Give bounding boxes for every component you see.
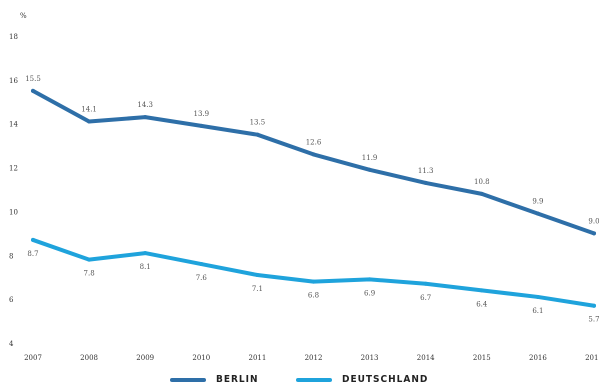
data-point [423, 180, 428, 185]
data-point [479, 191, 484, 196]
data-point [31, 88, 35, 93]
data-point [311, 279, 316, 284]
data-label: 11.9 [362, 154, 378, 162]
data-label: 8.1 [140, 263, 151, 271]
line-chart: % 18 16 14 12 10 8 6 4 2007 2008 2009 2010 2011 2012 20… [9, 12, 599, 362]
data-label: 12.6 [306, 138, 322, 146]
data-label: 14.1 [81, 106, 97, 114]
x-tick-label: 2017 [585, 354, 599, 362]
legend-item-berlin: BERLIN [170, 374, 259, 385]
legend-item-deutschland: DEUTSCHLAND [296, 374, 428, 385]
series-line-berlin [31, 88, 596, 236]
legend-swatch-deutschland [296, 377, 332, 382]
data-point [367, 167, 372, 172]
data-label: 7.8 [84, 270, 95, 278]
x-tick-label: 2013 [361, 354, 379, 362]
data-label: 14.3 [137, 101, 153, 109]
data-label: 8.7 [27, 250, 38, 258]
x-tick-label: 2010 [192, 354, 210, 362]
data-point [535, 211, 540, 216]
data-point [535, 294, 540, 299]
y-axis-label: % [20, 12, 27, 20]
data-label: 10.8 [474, 178, 490, 186]
y-tick-label: 14 [9, 121, 18, 129]
data-point [255, 273, 260, 278]
data-point [87, 257, 92, 262]
legend-label-berlin: BERLIN [216, 374, 259, 385]
data-label: 6.7 [420, 294, 431, 302]
data-point [143, 251, 148, 256]
data-point [423, 281, 428, 286]
y-tick-label: 12 [9, 165, 18, 173]
data-point [255, 132, 260, 137]
legend-swatch-berlin [170, 377, 206, 382]
data-label: 7.6 [196, 274, 208, 282]
x-tick-label: 2014 [417, 354, 435, 362]
y-tick-label: 10 [9, 208, 18, 216]
data-point [143, 115, 148, 120]
x-tick-label: 2008 [80, 354, 98, 362]
y-tick-label: 18 [9, 33, 18, 41]
data-point [87, 119, 92, 124]
data-point [592, 303, 596, 308]
data-label: 11.3 [418, 167, 434, 175]
data-label: 5.7 [588, 316, 599, 324]
data-label: 13.9 [194, 110, 210, 118]
y-tick-label: 6 [9, 296, 14, 304]
data-point [592, 231, 596, 236]
legend: BERLIN DEUTSCHLAND [0, 374, 599, 390]
y-tick-label: 16 [9, 77, 18, 85]
x-tick-label: 2015 [473, 354, 491, 362]
data-point [311, 152, 316, 157]
data-point [31, 237, 35, 242]
data-label: 9.9 [532, 198, 543, 206]
x-tick-label: 2012 [305, 354, 323, 362]
y-tick-label: 8 [9, 252, 13, 260]
data-label: 6.9 [364, 289, 375, 297]
y-tick-label: 4 [9, 340, 14, 348]
legend-label-deutschland: DEUTSCHLAND [342, 374, 429, 385]
data-label: 15.5 [25, 75, 41, 83]
x-tick-label: 2007 [24, 354, 42, 362]
data-label: 6.4 [476, 300, 488, 308]
data-point [367, 277, 372, 282]
x-tick-label: 2011 [248, 354, 266, 362]
data-point [479, 288, 484, 293]
data-label: 7.1 [252, 285, 263, 293]
data-label: 6.1 [532, 307, 543, 315]
x-tick-label: 2016 [529, 354, 547, 362]
x-tick-label: 2009 [136, 354, 154, 362]
data-point [199, 262, 204, 267]
data-label: 13.5 [250, 119, 266, 127]
data-label: 9.0 [588, 217, 599, 225]
data-label: 6.8 [308, 292, 319, 300]
data-point [199, 123, 204, 128]
